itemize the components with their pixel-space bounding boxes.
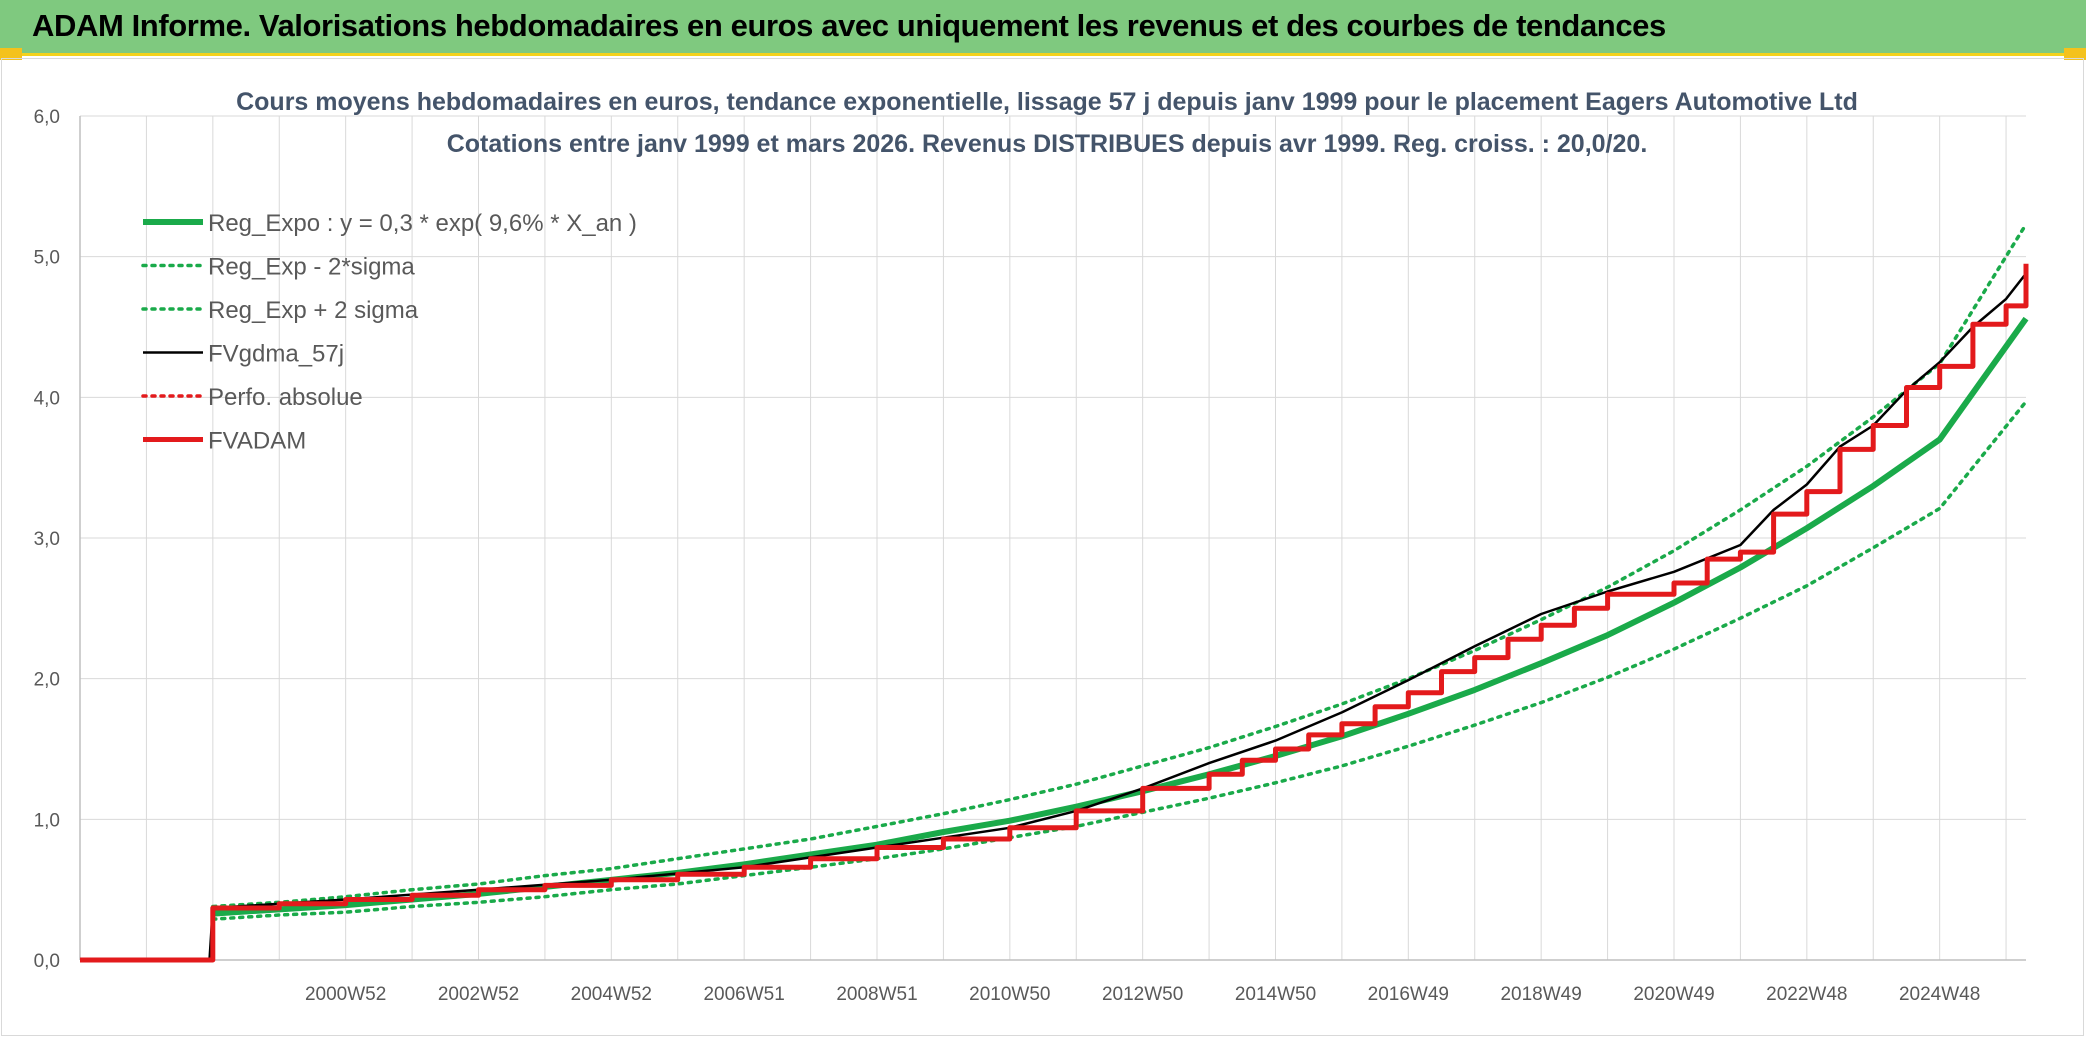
legend-label: Perfo. absolue <box>208 384 363 411</box>
series-line-reg-expo-y-0-3-exp-9-6-x-an <box>212 316 2029 917</box>
y-tick-label: 2,0 <box>34 670 60 691</box>
x-tick-label: 2018W49 <box>1500 984 1581 1005</box>
x-tick-label: 2022W48 <box>1766 984 1847 1005</box>
report-title: ADAM Informe. Valorisations hebdomadaire… <box>32 8 1666 43</box>
x-tick-label: 2008W51 <box>836 984 917 1005</box>
series-lines <box>80 222 2029 963</box>
x-tick-label: 2020W49 <box>1633 984 1714 1005</box>
x-tick-label: 2016W49 <box>1368 984 1449 1005</box>
x-tick-label: 2006W51 <box>703 984 784 1005</box>
banner-corner-left <box>0 48 22 60</box>
y-tick-label: 5,0 <box>34 248 60 269</box>
legend-label: Reg_Exp + 2 sigma <box>208 297 419 324</box>
x-tick-label: 2004W52 <box>571 984 652 1005</box>
x-tick-label: 2002W52 <box>438 984 519 1005</box>
chart-title-line-2: Cotations entre janv 1999 et mars 2026. … <box>447 130 1648 158</box>
x-tick-label: 2024W48 <box>1899 984 1980 1005</box>
chart-frame <box>1 58 2084 1036</box>
series-line-reg-exp-2-sigma <box>211 399 2028 921</box>
x-tick-label: 2000W52 <box>305 984 386 1005</box>
y-tick-label: 6,0 <box>34 107 60 128</box>
y-tick-label: 0,0 <box>34 951 60 972</box>
legend-label: Reg_Exp - 2*sigma <box>208 254 415 281</box>
x-axis-ticks: 2000W52 2002W52 2004W52 2006W51 2008W51 2010W… <box>305 984 1980 1005</box>
report-banner: ADAM Informe. Valorisations hebdomadaire… <box>0 0 2086 56</box>
y-tick-label: 3,0 <box>34 529 60 550</box>
legend-label: FVgdma_57j <box>208 341 344 368</box>
series-line-fvgdma-57j <box>80 272 2027 962</box>
gridlines <box>79 115 2026 961</box>
legend-label: Reg_Expo : y = 0,3 * exp( 9,6% * X_an ) <box>208 210 637 237</box>
x-tick-label: 2010W50 <box>969 984 1050 1005</box>
x-tick-label: 2014W50 <box>1235 984 1316 1005</box>
chart-title-line-1: Cours moyens hebdomadaires en euros, ten… <box>236 88 1858 116</box>
series-line-reg-exp-2-sigma <box>211 222 2028 909</box>
banner-corner-right <box>2064 48 2086 60</box>
y-tick-label: 4,0 <box>34 388 60 409</box>
series-line-fvadam <box>80 263 2029 963</box>
y-tick-label: 1,0 <box>34 810 60 831</box>
legend-label: FVADAM <box>208 428 306 455</box>
y-axis-ticks: 0,0 1,0 2,0 3,0 4,0 5,0 6,0 <box>34 107 60 972</box>
chart-legend: Reg_Expo : y = 0,3 * exp( 9,6% * X_an ) R… <box>141 210 637 455</box>
x-tick-label: 2012W50 <box>1102 984 1183 1005</box>
